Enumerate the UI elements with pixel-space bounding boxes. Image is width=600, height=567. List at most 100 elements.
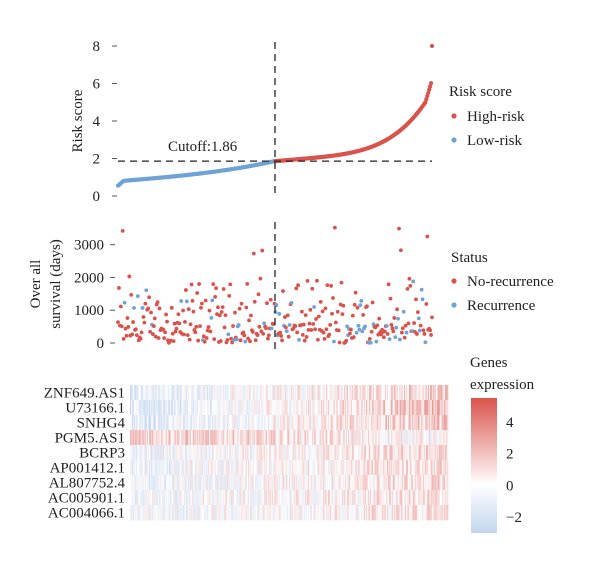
heatmap-cell — [355, 430, 357, 446]
heatmap-cell — [150, 490, 153, 506]
heatmap-cell — [254, 400, 257, 416]
heatmap-cell — [375, 490, 377, 506]
heatmap-cell — [166, 430, 168, 446]
heatmap-cell — [326, 400, 328, 416]
heatmap-cell — [189, 475, 191, 491]
heatmap-cell — [368, 490, 371, 506]
heatmap-cell — [203, 445, 205, 461]
heatmap-cell — [260, 400, 262, 416]
heatmap-cell — [194, 505, 197, 521]
heatmap-cell — [234, 460, 237, 476]
heatmap-cell — [171, 430, 174, 446]
heatmap-cell — [398, 415, 400, 431]
no-recurrence-point — [174, 326, 179, 331]
heatmap-cell — [182, 490, 184, 506]
heatmap-cell — [321, 505, 323, 521]
heatmap-cell — [362, 415, 364, 431]
heatmap-cell — [227, 385, 229, 401]
heatmap-cell — [176, 400, 178, 416]
heatmap-cell — [361, 490, 363, 506]
heatmap-cell — [281, 505, 283, 521]
no-recurrence-point — [304, 335, 309, 339]
heatmap-cell — [315, 490, 317, 506]
heatmap-cell — [219, 475, 221, 491]
heatmap-cell — [304, 460, 306, 476]
heatmap-cell — [243, 505, 245, 521]
heatmap-cell — [341, 415, 343, 431]
heatmap-cell — [208, 505, 210, 521]
risk-ytick-label: 2 — [93, 152, 101, 168]
heatmap-cell — [308, 460, 311, 476]
heatmap-cell — [383, 415, 385, 431]
heatmap-cell — [289, 490, 292, 506]
heatmap-cell — [431, 505, 434, 521]
high-risk-legend-label: High-risk — [467, 109, 525, 125]
no-recurrence-point — [216, 305, 220, 310]
heatmap-cell — [137, 505, 139, 521]
heatmap-cell — [223, 460, 225, 476]
heatmap-cell — [153, 490, 156, 506]
heatmap-cell — [199, 415, 201, 431]
heatmap-cell — [293, 460, 296, 476]
heatmap-cell — [237, 445, 239, 461]
heatmap-cell — [152, 475, 155, 491]
heatmap-cell — [359, 490, 361, 506]
no-recurrence-point — [333, 320, 338, 325]
heatmap-cell — [143, 400, 145, 416]
recurrence-point — [226, 332, 231, 337]
heatmap-cell — [272, 430, 275, 446]
heatmap-cell — [425, 475, 427, 491]
heatmap-cell — [222, 430, 224, 446]
heatmap-cell — [317, 400, 319, 416]
heatmap-cell — [387, 475, 389, 491]
heatmap-cell — [276, 430, 278, 446]
heatmap-cell — [132, 460, 135, 476]
heatmap-cell — [339, 400, 341, 416]
heatmap-cell — [245, 385, 247, 401]
heatmap-cell — [178, 490, 180, 506]
heatmap-cell — [289, 445, 292, 461]
heatmap-cell — [131, 505, 134, 521]
heatmap-cell — [137, 460, 139, 476]
survival-ytick-label: 0 — [97, 336, 105, 352]
recurrence-point — [277, 312, 282, 316]
heatmap-cell — [233, 385, 236, 401]
heatmap-cell — [325, 505, 327, 521]
heatmap-cell — [177, 475, 179, 491]
heatmap-cell — [181, 445, 183, 461]
heatmap-cell — [282, 475, 284, 491]
heatmap-cell — [389, 415, 392, 431]
no-recurrence-point — [300, 332, 305, 337]
heatmap-cell — [293, 490, 296, 506]
heatmap-cell — [138, 445, 140, 461]
heatmap-cell — [390, 430, 393, 446]
heatmap-cell — [207, 385, 209, 401]
no-recurrence-point — [258, 276, 263, 281]
heatmap-cell — [385, 415, 387, 431]
heatmap-cell — [194, 490, 197, 506]
heatmap-cell — [291, 400, 294, 416]
heatmap-cell — [171, 445, 174, 461]
heatmap-cell — [176, 505, 178, 521]
heatmap-cell — [330, 400, 333, 416]
heatmap-cell — [140, 445, 142, 461]
heatmap-cell — [394, 415, 396, 431]
heatmap-cell — [253, 460, 256, 476]
heatmap-cell — [209, 460, 212, 476]
heatmap-cell — [169, 490, 171, 506]
heatmap-cell — [195, 475, 197, 491]
heatmap-cell — [264, 385, 266, 401]
heatmap-cell — [428, 415, 431, 431]
heatmap-cell — [137, 385, 139, 401]
heatmap-cell — [343, 505, 345, 521]
heatmap-cell — [205, 415, 207, 431]
no-recurrence-point — [283, 315, 287, 319]
heatmap-cell — [136, 475, 138, 491]
heatmap-cell — [386, 430, 388, 446]
heatmap-cell — [427, 430, 429, 446]
heatmap-cell — [304, 415, 306, 431]
heatmap-cell — [361, 475, 363, 491]
heatmap-cell — [166, 385, 168, 401]
heatmap-cell — [320, 415, 322, 431]
heatmap-cell — [325, 385, 327, 401]
